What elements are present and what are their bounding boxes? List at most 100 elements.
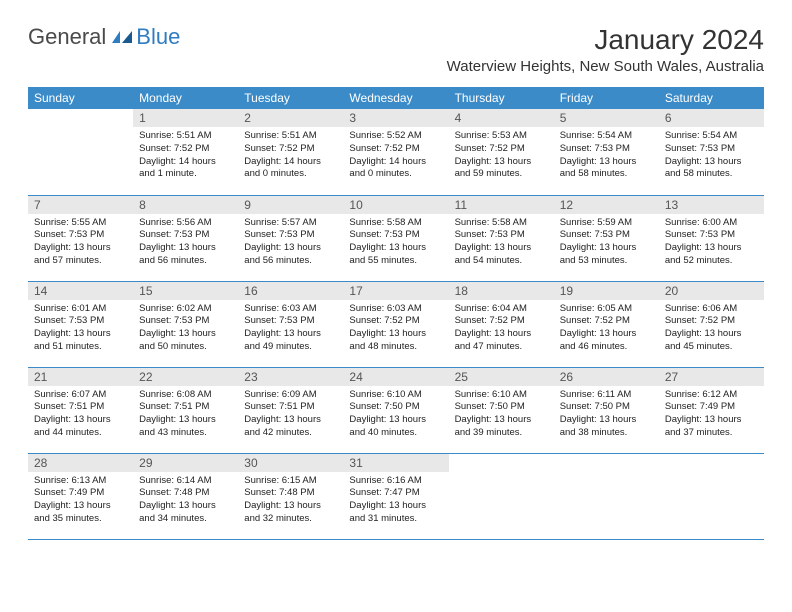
sunset-text: Sunset: 7:53 PM — [139, 315, 232, 328]
sunset-text: Sunset: 7:53 PM — [455, 229, 548, 242]
sunrise-text: Sunrise: 6:15 AM — [244, 475, 337, 488]
header: General Blue January 2024 Waterview Heig… — [28, 24, 764, 75]
daylight-text: Daylight: 13 hours and 57 minutes. — [34, 242, 127, 268]
calendar-cell: 24Sunrise: 6:10 AMSunset: 7:50 PMDayligh… — [343, 367, 448, 453]
sunset-text: Sunset: 7:49 PM — [34, 487, 127, 500]
sunset-text: Sunset: 7:52 PM — [560, 315, 653, 328]
title-block: January 2024 Waterview Heights, New Sout… — [447, 24, 764, 75]
sunrise-text: Sunrise: 6:12 AM — [665, 389, 758, 402]
sunset-text: Sunset: 7:53 PM — [244, 315, 337, 328]
day-details: Sunrise: 6:03 AMSunset: 7:52 PMDaylight:… — [343, 300, 448, 358]
calendar-cell: 27Sunrise: 6:12 AMSunset: 7:49 PMDayligh… — [659, 367, 764, 453]
sunset-text: Sunset: 7:52 PM — [139, 143, 232, 156]
calendar-cell: 30Sunrise: 6:15 AMSunset: 7:48 PMDayligh… — [238, 453, 343, 539]
day-details: Sunrise: 6:04 AMSunset: 7:52 PMDaylight:… — [449, 300, 554, 358]
day-number: 13 — [659, 196, 764, 214]
day-details: Sunrise: 5:56 AMSunset: 7:53 PMDaylight:… — [133, 214, 238, 272]
daylight-text: Daylight: 13 hours and 52 minutes. — [665, 242, 758, 268]
sunrise-text: Sunrise: 6:05 AM — [560, 303, 653, 316]
day-number: 17 — [343, 282, 448, 300]
sunrise-text: Sunrise: 5:57 AM — [244, 217, 337, 230]
sunrise-text: Sunrise: 6:07 AM — [34, 389, 127, 402]
calendar-cell: 22Sunrise: 6:08 AMSunset: 7:51 PMDayligh… — [133, 367, 238, 453]
day-number: 31 — [343, 454, 448, 472]
calendar-cell: 26Sunrise: 6:11 AMSunset: 7:50 PMDayligh… — [554, 367, 659, 453]
sunset-text: Sunset: 7:53 PM — [349, 229, 442, 242]
day-details: Sunrise: 6:01 AMSunset: 7:53 PMDaylight:… — [28, 300, 133, 358]
daylight-text: Daylight: 13 hours and 54 minutes. — [455, 242, 548, 268]
daylight-text: Daylight: 13 hours and 48 minutes. — [349, 328, 442, 354]
day-details: Sunrise: 5:54 AMSunset: 7:53 PMDaylight:… — [554, 127, 659, 185]
calendar-cell: 14Sunrise: 6:01 AMSunset: 7:53 PMDayligh… — [28, 281, 133, 367]
daylight-text: Daylight: 13 hours and 55 minutes. — [349, 242, 442, 268]
day-details: Sunrise: 6:06 AMSunset: 7:52 PMDaylight:… — [659, 300, 764, 358]
daylight-text: Daylight: 13 hours and 56 minutes. — [139, 242, 232, 268]
daylight-text: Daylight: 14 hours and 0 minutes. — [349, 156, 442, 182]
day-number: 7 — [28, 196, 133, 214]
day-details: Sunrise: 6:13 AMSunset: 7:49 PMDaylight:… — [28, 472, 133, 530]
calendar-week-row: 7Sunrise: 5:55 AMSunset: 7:53 PMDaylight… — [28, 195, 764, 281]
sunrise-text: Sunrise: 6:08 AM — [139, 389, 232, 402]
sunrise-text: Sunrise: 5:53 AM — [455, 130, 548, 143]
daylight-text: Daylight: 13 hours and 53 minutes. — [560, 242, 653, 268]
daylight-text: Daylight: 13 hours and 34 minutes. — [139, 500, 232, 526]
sunrise-text: Sunrise: 6:03 AM — [244, 303, 337, 316]
daylight-text: Daylight: 13 hours and 40 minutes. — [349, 414, 442, 440]
day-details: Sunrise: 6:05 AMSunset: 7:52 PMDaylight:… — [554, 300, 659, 358]
day-number: 8 — [133, 196, 238, 214]
daylight-text: Daylight: 13 hours and 45 minutes. — [665, 328, 758, 354]
day-header: Monday — [133, 87, 238, 109]
day-number: 27 — [659, 368, 764, 386]
daylight-text: Daylight: 13 hours and 50 minutes. — [139, 328, 232, 354]
sunset-text: Sunset: 7:52 PM — [665, 315, 758, 328]
sunset-text: Sunset: 7:49 PM — [665, 401, 758, 414]
logo-sail-icon — [110, 29, 134, 45]
sunrise-text: Sunrise: 6:10 AM — [455, 389, 548, 402]
sunset-text: Sunset: 7:47 PM — [349, 487, 442, 500]
calendar-cell: 11Sunrise: 5:58 AMSunset: 7:53 PMDayligh… — [449, 195, 554, 281]
daylight-text: Daylight: 13 hours and 58 minutes. — [560, 156, 653, 182]
day-number: 12 — [554, 196, 659, 214]
day-details: Sunrise: 6:00 AMSunset: 7:53 PMDaylight:… — [659, 214, 764, 272]
logo-text-blue: Blue — [136, 24, 180, 50]
day-details: Sunrise: 6:07 AMSunset: 7:51 PMDaylight:… — [28, 386, 133, 444]
logo: General Blue — [28, 24, 180, 50]
day-details: Sunrise: 5:51 AMSunset: 7:52 PMDaylight:… — [238, 127, 343, 185]
day-number: 28 — [28, 454, 133, 472]
calendar-table: SundayMondayTuesdayWednesdayThursdayFrid… — [28, 87, 764, 540]
daylight-text: Daylight: 13 hours and 58 minutes. — [665, 156, 758, 182]
day-header: Saturday — [659, 87, 764, 109]
daylight-text: Daylight: 13 hours and 32 minutes. — [244, 500, 337, 526]
day-header: Sunday — [28, 87, 133, 109]
day-number: 2 — [238, 109, 343, 127]
sunset-text: Sunset: 7:52 PM — [349, 143, 442, 156]
calendar-cell — [449, 453, 554, 539]
sunrise-text: Sunrise: 5:56 AM — [139, 217, 232, 230]
daylight-text: Daylight: 13 hours and 31 minutes. — [349, 500, 442, 526]
day-details: Sunrise: 6:09 AMSunset: 7:51 PMDaylight:… — [238, 386, 343, 444]
day-number: 29 — [133, 454, 238, 472]
sunset-text: Sunset: 7:53 PM — [560, 229, 653, 242]
day-details: Sunrise: 5:58 AMSunset: 7:53 PMDaylight:… — [343, 214, 448, 272]
sunrise-text: Sunrise: 5:59 AM — [560, 217, 653, 230]
daylight-text: Daylight: 13 hours and 42 minutes. — [244, 414, 337, 440]
sunrise-text: Sunrise: 6:14 AM — [139, 475, 232, 488]
sunset-text: Sunset: 7:53 PM — [139, 229, 232, 242]
sunset-text: Sunset: 7:53 PM — [560, 143, 653, 156]
calendar-cell: 16Sunrise: 6:03 AMSunset: 7:53 PMDayligh… — [238, 281, 343, 367]
daylight-text: Daylight: 13 hours and 35 minutes. — [34, 500, 127, 526]
calendar-cell: 23Sunrise: 6:09 AMSunset: 7:51 PMDayligh… — [238, 367, 343, 453]
day-details: Sunrise: 5:53 AMSunset: 7:52 PMDaylight:… — [449, 127, 554, 185]
calendar-cell: 29Sunrise: 6:14 AMSunset: 7:48 PMDayligh… — [133, 453, 238, 539]
sunset-text: Sunset: 7:53 PM — [34, 315, 127, 328]
sunrise-text: Sunrise: 6:04 AM — [455, 303, 548, 316]
calendar-cell: 1Sunrise: 5:51 AMSunset: 7:52 PMDaylight… — [133, 109, 238, 195]
calendar-cell: 2Sunrise: 5:51 AMSunset: 7:52 PMDaylight… — [238, 109, 343, 195]
calendar-head: SundayMondayTuesdayWednesdayThursdayFrid… — [28, 87, 764, 109]
day-number: 30 — [238, 454, 343, 472]
sunset-text: Sunset: 7:53 PM — [34, 229, 127, 242]
calendar-cell: 25Sunrise: 6:10 AMSunset: 7:50 PMDayligh… — [449, 367, 554, 453]
daylight-text: Daylight: 13 hours and 44 minutes. — [34, 414, 127, 440]
sunrise-text: Sunrise: 6:06 AM — [665, 303, 758, 316]
day-header: Tuesday — [238, 87, 343, 109]
